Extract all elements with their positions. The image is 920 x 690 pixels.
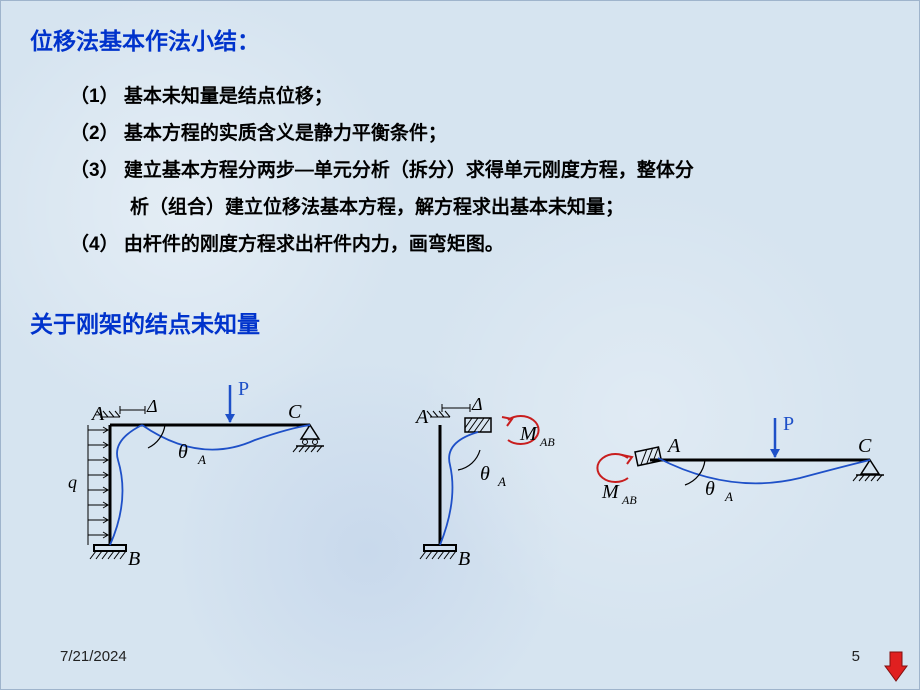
d2-label-B: B	[458, 548, 470, 570]
d1-label-q: q	[68, 472, 77, 492]
bullet-list: （1） 基本未知量是结点位移； （2） 基本方程的实质含义是静力平衡条件； （3…	[70, 78, 880, 263]
bullet-3b: 析（组合）建立位移法基本方程，解方程求出基本未知量；	[70, 189, 880, 226]
arrow-down-icon	[885, 652, 907, 681]
footer-page-number: 5	[852, 648, 860, 665]
bullet-2: （2） 基本方程的实质含义是静力平衡条件；	[70, 115, 880, 152]
d1-label-C: C	[288, 401, 302, 423]
d2-label-delta: Δ	[471, 394, 483, 414]
d3-label-theta-sub: A	[724, 489, 733, 504]
d3-label-C: C	[858, 435, 872, 457]
bullet-4: （4） 由杆件的刚度方程求出杆件内力，画弯矩图。	[70, 226, 880, 263]
diagrams-region: A B C P Δ q θ A	[30, 370, 890, 600]
d1-label-delta: Δ	[146, 396, 158, 416]
d1-label-A: A	[90, 403, 105, 425]
d3-label-theta: θ	[705, 478, 715, 500]
d1-label-B: B	[128, 548, 140, 570]
d1-label-P: P	[238, 378, 249, 400]
d3-label-A: A	[666, 435, 681, 457]
d3-label-M: M	[601, 481, 620, 503]
d2-label-A: A	[414, 406, 429, 428]
d2-label-theta-sub: A	[497, 474, 506, 489]
d2-label-M: M	[519, 423, 538, 445]
d3-label-M-sub: AB	[621, 493, 637, 507]
bullet-1: （1） 基本未知量是结点位移；	[70, 78, 880, 115]
next-arrow-button[interactable]	[884, 650, 908, 682]
title-sub: 关于刚架的结点未知量	[30, 305, 260, 339]
diagram-3: A C P M AB θ A	[597, 413, 884, 507]
d2-label-M-sub: AB	[539, 435, 555, 449]
diagram-1: A B C P Δ q θ A	[68, 378, 324, 570]
d1-label-theta: θ	[178, 441, 188, 463]
d1-label-theta-sub: A	[197, 452, 206, 467]
footer-date: 7/21/2024	[60, 648, 127, 665]
d3-label-P: P	[783, 413, 794, 435]
d2-label-theta: θ	[480, 463, 490, 485]
bullet-3a: （3） 建立基本方程分两步—单元分析（拆分）求得单元刚度方程，整体分	[70, 152, 880, 189]
title-main: 位移法基本作法小结：	[30, 22, 260, 56]
slide: 位移法基本作法小结： （1） 基本未知量是结点位移； （2） 基本方程的实质含义…	[0, 0, 920, 690]
diagram-2: A B Δ M AB θ A	[414, 394, 555, 570]
